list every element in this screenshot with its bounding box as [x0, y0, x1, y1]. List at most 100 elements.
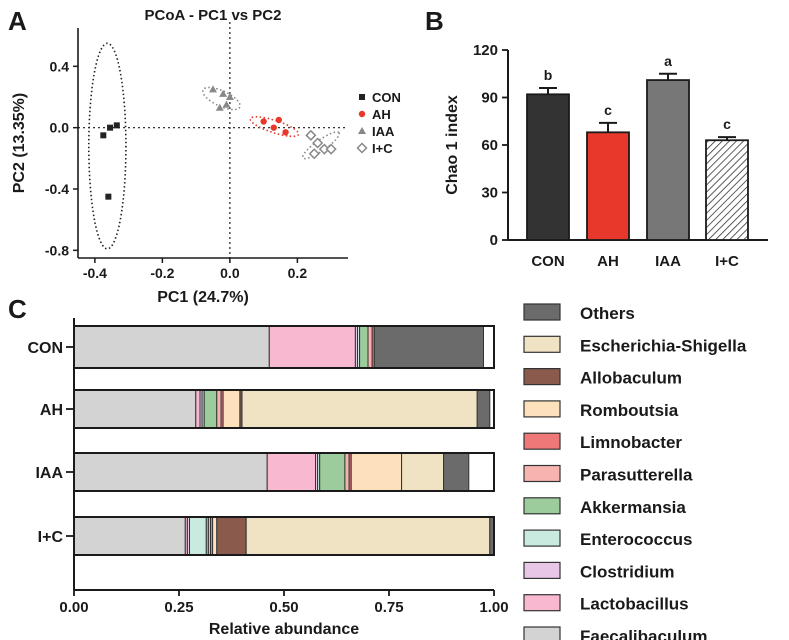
pcoa-y-tick-label: -0.4: [45, 181, 69, 197]
chao1-y-label: Chao 1 index: [444, 95, 461, 195]
pcoa-point: [325, 143, 337, 155]
abundance-segment-escherichia-shigella: [401, 452, 445, 492]
abundance-segment-lactobacillus: [268, 325, 356, 369]
abundance-legend-swatch: [523, 368, 561, 386]
abundance-segment-others: [476, 389, 491, 429]
pcoa-y-label: PC2 (13.35%): [11, 93, 28, 194]
chao1-significance-label: b: [544, 67, 553, 83]
abundance-segment-escherichia-shigella: [241, 389, 478, 429]
abundance-segment-akkermansia: [319, 452, 346, 492]
abundance-segment-faecalibaculum: [73, 516, 186, 556]
abundance-row-label: IAA: [35, 465, 63, 482]
pcoa-y-tick-label: -0.8: [45, 242, 69, 258]
abundance-segment-lactobacillus: [195, 389, 201, 429]
abundance-legend-label: Lactobacillus: [580, 595, 689, 614]
abundance-x-tick-label: 0.50: [269, 599, 298, 616]
abundance-legend-label: Faecalibaculum: [580, 627, 708, 640]
pcoa-point: [275, 116, 283, 124]
abundance-legend-label: Romboutsia: [580, 401, 679, 420]
abundance-legend-label: Others: [580, 304, 635, 323]
pcoa-point: [215, 103, 224, 111]
chao1-significance-label: a: [664, 53, 672, 69]
abundance-bar-outline: [73, 389, 495, 429]
panel-label-b: B: [425, 6, 444, 36]
pcoa-point: [105, 193, 112, 200]
abundance-panel: 0.00 0.25 0.50 0.75 1.00 Relative abundance CO…: [27, 303, 747, 640]
abundance-legend-label: Enterococcus: [580, 530, 692, 549]
chao1-x-tick-label: AH: [597, 253, 619, 270]
chao1-bar-iplusc: [705, 139, 749, 241]
abundance-x-tick-label: 0.75: [374, 599, 403, 616]
panel-label-a: A: [8, 6, 27, 36]
abundance-segment-enterococcus: [189, 516, 207, 556]
chao1-y-tick-label: 90: [481, 90, 498, 107]
abundance-segment-romboutsia: [222, 389, 241, 429]
abundance-legend-swatch: [523, 497, 561, 515]
abundance-segment-lactobacillus: [266, 452, 317, 492]
pcoa-x-tick-label: 0.2: [288, 265, 308, 281]
abundance-segment-parasutterella: [344, 452, 350, 492]
pcoa-point: [305, 129, 317, 141]
chao1-bar-con: [526, 93, 570, 241]
panel-label-c: C: [8, 294, 27, 324]
abundance-legend-label: Parasutterella: [580, 466, 693, 485]
pcoa-point: [260, 118, 267, 125]
abundance-legend-swatch: [523, 561, 561, 580]
pcoa-point: [270, 124, 277, 131]
pcoa-panel: PCoA - PC1 vs PC2 -0.4 -0.2 0.0 0.2 0.4 0.0 -0…: [11, 7, 401, 306]
pcoa-point: [312, 137, 324, 149]
pcoa-point: [222, 100, 231, 108]
pcoa-point: [219, 89, 228, 97]
abundance-segment-parasutterella: [216, 389, 222, 429]
chao1-bar-ah: [586, 131, 630, 241]
pcoa-title: PCoA - PC1 vs PC2: [145, 7, 282, 24]
pcoa-point: [209, 85, 217, 93]
chao1-significance-label: c: [604, 102, 612, 118]
chao1-significance-label: c: [723, 116, 731, 132]
abundance-segment-akkermansia: [203, 389, 218, 429]
abundance-x-tick-label: 1.00: [479, 599, 508, 616]
pcoa-legend-marker: [358, 127, 366, 134]
abundance-legend-swatch: [523, 464, 561, 483]
abundance-segment-parasutterella: [367, 325, 373, 369]
pcoa-x-tick-label: -0.2: [150, 265, 174, 281]
abundance-bar-outline: [73, 452, 495, 492]
chao1-x-tick-label: CON: [531, 253, 564, 270]
pcoa-x-tick-label: 0.0: [220, 265, 240, 281]
abundance-legend-swatch: [523, 594, 561, 612]
abundance-legend-swatch: [523, 529, 561, 547]
pcoa-y-tick-label: 0.0: [50, 120, 70, 136]
pcoa-point: [100, 132, 107, 139]
abundance-x-label: Relative abundance: [209, 621, 359, 638]
abundance-legend-swatch: [523, 400, 561, 418]
abundance-legend-label: Allobaculum: [580, 369, 682, 388]
pcoa-x-tick-label: -0.4: [83, 265, 107, 281]
abundance-segment-others: [443, 452, 470, 492]
pcoa-legend-marker: [356, 142, 368, 154]
chao1-y-tick-label: 60: [481, 137, 498, 154]
pcoa-point: [113, 122, 120, 129]
abundance-row-label: I+C: [38, 529, 64, 546]
abundance-legend-swatch: [523, 626, 561, 640]
pcoa-x-label: PC1 (24.7%): [157, 289, 249, 306]
abundance-segment-faecalibaculum: [73, 452, 268, 492]
pcoa-legend-label: AH: [372, 107, 391, 122]
pcoa-ellipse-iaa: [202, 86, 241, 111]
abundance-segment-faecalibaculum: [73, 325, 270, 369]
abundance-segment-akkermansia: [359, 325, 369, 369]
chao1-x-tick-label: IAA: [655, 253, 681, 270]
pcoa-legend-label: IAA: [372, 124, 395, 139]
abundance-segment-faecalibaculum: [73, 389, 197, 429]
pcoa-legend-label: I+C: [372, 141, 393, 156]
abundance-segment-allobaculum: [216, 516, 247, 556]
abundance-legend-label: Escherichia-Shigella: [580, 336, 747, 355]
chao1-panel: 0 30 60 90 120 Chao 1 index b CON c AH a IAA c I+C: [444, 42, 768, 270]
pcoa-point: [282, 129, 289, 136]
abundance-row-label: CON: [27, 340, 63, 357]
abundance-segment-escherichia-shigella: [245, 516, 491, 556]
chao1-y-tick-label: 0: [490, 232, 498, 249]
pcoa-point: [308, 148, 320, 160]
abundance-x-tick-label: 0.25: [164, 599, 193, 616]
chao1-bar-iaa: [646, 79, 690, 241]
